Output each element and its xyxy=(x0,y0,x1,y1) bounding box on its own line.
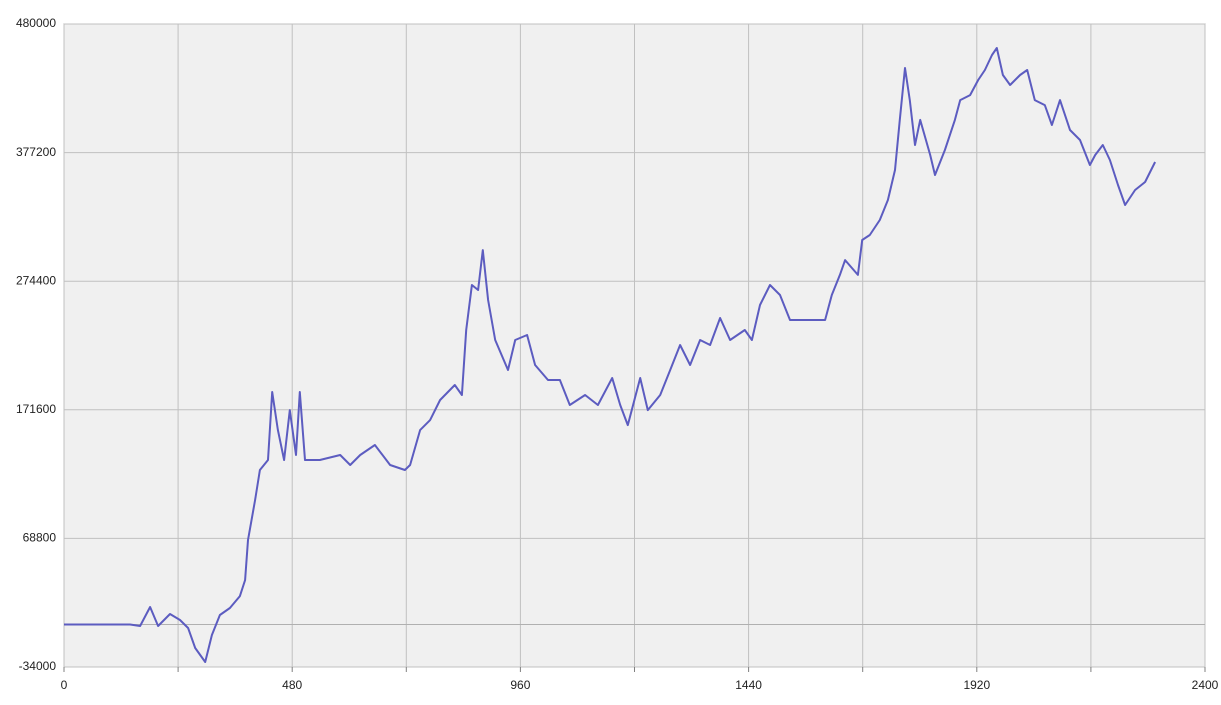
y-tick-label: -34000 xyxy=(19,659,57,673)
y-tick-label: 68800 xyxy=(23,531,57,545)
x-tick-label: 2400 xyxy=(1192,678,1219,692)
x-tick-label: 1920 xyxy=(963,678,990,692)
data-line xyxy=(64,47,1156,663)
y-tick-label: 171600 xyxy=(16,402,56,416)
y-tick-label: 480000 xyxy=(16,16,56,30)
x-tick-label: 1440 xyxy=(735,678,762,692)
y-tick-label: 274400 xyxy=(16,273,56,287)
y-tick-label: 377200 xyxy=(16,145,56,159)
x-tick-label: 480 xyxy=(282,678,302,692)
x-tick-label: 0 xyxy=(61,678,68,692)
x-tick-label: 960 xyxy=(510,678,530,692)
